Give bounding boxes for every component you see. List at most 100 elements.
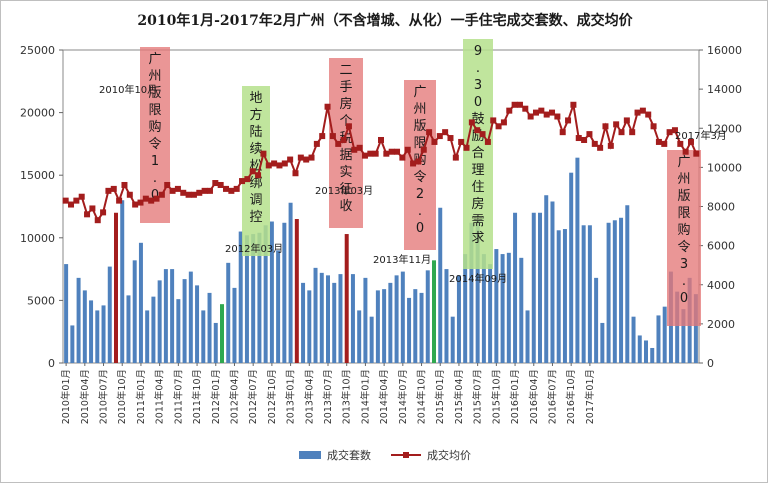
price-point bbox=[196, 189, 203, 196]
annotation-char: 房 bbox=[339, 96, 352, 112]
annotation-char: 合 bbox=[471, 146, 484, 161]
bar bbox=[64, 264, 69, 363]
annotation-box bbox=[242, 86, 270, 256]
x-tick-label: 2012年04月 bbox=[228, 369, 240, 424]
x-tick-label: 2016年10月 bbox=[565, 369, 577, 424]
price-point bbox=[121, 181, 128, 188]
bar bbox=[388, 282, 393, 363]
bar bbox=[350, 274, 355, 363]
x-tick-label: 2012年07月 bbox=[247, 369, 259, 424]
bar bbox=[469, 222, 474, 363]
price-point bbox=[324, 103, 331, 110]
price-point bbox=[68, 201, 75, 208]
bar bbox=[650, 347, 655, 363]
annotation-char: 续 bbox=[249, 142, 262, 157]
bar bbox=[369, 316, 374, 363]
price-point bbox=[105, 187, 112, 194]
price-point bbox=[426, 129, 433, 136]
bar bbox=[257, 232, 262, 363]
price-point bbox=[190, 191, 197, 198]
price-point bbox=[319, 133, 326, 140]
annotation-char: 理 bbox=[471, 163, 484, 178]
price-point bbox=[94, 217, 101, 224]
annotation-char: 收 bbox=[339, 199, 352, 214]
bar bbox=[606, 222, 611, 363]
annotation-char: 手 bbox=[339, 80, 352, 95]
annotation-char: 征 bbox=[339, 182, 352, 197]
x-tick-label: 2011年07月 bbox=[172, 369, 184, 424]
y-left-tick-label: 10000 bbox=[20, 232, 55, 245]
bar bbox=[400, 271, 405, 363]
annotation-char: 广 bbox=[413, 85, 426, 100]
price-point bbox=[340, 136, 347, 143]
annotation-char: 版 bbox=[677, 189, 690, 204]
annotation-char: 2 bbox=[416, 187, 424, 202]
price-point bbox=[671, 127, 678, 134]
x-tick-label: 2016年07月 bbox=[546, 369, 558, 424]
price-point bbox=[367, 150, 374, 157]
bar bbox=[89, 300, 94, 363]
price-point bbox=[399, 154, 406, 161]
price-point bbox=[511, 101, 518, 108]
price-point bbox=[463, 144, 470, 151]
bar bbox=[82, 290, 87, 363]
annotation-char: 购 bbox=[148, 119, 161, 135]
price-point bbox=[447, 135, 454, 142]
price-point bbox=[361, 152, 368, 159]
annotation-char: 3 bbox=[474, 78, 482, 93]
bar bbox=[631, 316, 636, 363]
annotation-char: 令 bbox=[677, 240, 690, 255]
y-right-tick-label: 2000 bbox=[707, 318, 735, 331]
bar bbox=[600, 322, 605, 363]
bar bbox=[269, 221, 274, 363]
annotation-char: 限 bbox=[677, 206, 690, 221]
annotation-box bbox=[140, 47, 170, 223]
y-right-tick-label: 0 bbox=[707, 357, 714, 370]
price-point bbox=[431, 138, 438, 145]
price-point bbox=[244, 176, 251, 183]
annotation-char: . bbox=[682, 274, 686, 289]
price-point bbox=[180, 189, 187, 196]
price-point bbox=[249, 168, 256, 175]
bar bbox=[201, 310, 206, 363]
bar bbox=[120, 200, 125, 363]
price-point bbox=[474, 127, 481, 134]
price-point bbox=[442, 129, 449, 136]
annotation-char: 0 bbox=[680, 291, 688, 306]
bar bbox=[151, 296, 156, 363]
price-point bbox=[78, 193, 85, 200]
annotation-char: 州 bbox=[413, 102, 426, 117]
annotation-char: 版 bbox=[413, 119, 426, 134]
price-point bbox=[335, 140, 342, 147]
price-point bbox=[516, 101, 523, 108]
price-point bbox=[228, 187, 235, 194]
price-point bbox=[110, 185, 117, 192]
price-point bbox=[549, 109, 556, 116]
annotation-char: 调 bbox=[249, 193, 262, 208]
bar bbox=[656, 315, 661, 363]
price-point bbox=[677, 140, 684, 147]
price-point bbox=[404, 146, 411, 153]
price-point bbox=[287, 156, 294, 163]
price-point bbox=[484, 138, 491, 145]
annotation-box bbox=[463, 39, 493, 269]
annotation-char: . bbox=[153, 171, 157, 186]
annotation-char: 州 bbox=[677, 172, 690, 187]
price-point bbox=[185, 191, 192, 198]
annotation-char: 广 bbox=[677, 155, 690, 170]
annotation-char: 令 bbox=[148, 137, 161, 152]
price-point bbox=[522, 105, 529, 112]
bar bbox=[207, 292, 212, 363]
price-point bbox=[490, 117, 497, 124]
price-point bbox=[570, 101, 577, 108]
price-point bbox=[682, 148, 689, 155]
price-point bbox=[661, 140, 668, 147]
bar bbox=[288, 202, 293, 363]
annotation-char: . bbox=[418, 204, 422, 219]
annotation-char: 绑 bbox=[249, 176, 262, 191]
bar bbox=[544, 195, 549, 363]
bar bbox=[244, 235, 249, 363]
annotation-date: 2013年03月 bbox=[315, 184, 373, 197]
annotation-char: 住 bbox=[471, 180, 484, 195]
